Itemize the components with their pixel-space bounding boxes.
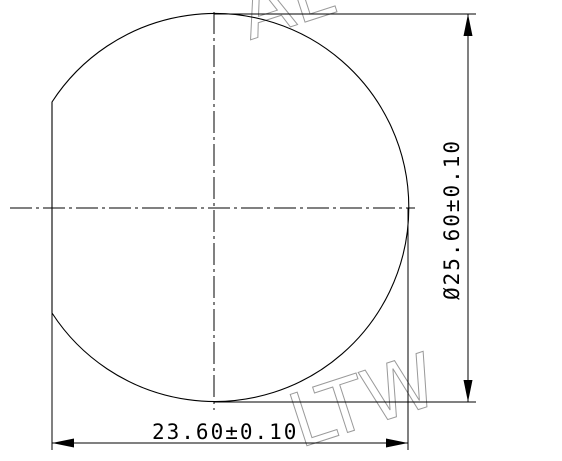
width-arrow-left — [52, 438, 74, 448]
width-arrow-right — [386, 438, 408, 448]
diameter-arrow-bottom — [463, 380, 473, 402]
part-outline — [51, 12, 410, 403]
diameter-arrow-top — [463, 14, 473, 36]
width-label: 23.60±0.10 — [152, 420, 298, 444]
diameter-label: Ø25.60±0.10 — [440, 139, 464, 300]
watermark-bottom: LTW — [279, 337, 448, 461]
